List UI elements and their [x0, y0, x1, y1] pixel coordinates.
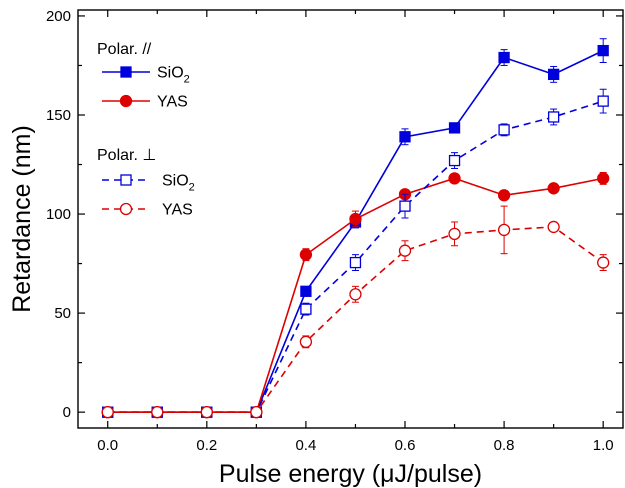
data-point	[349, 288, 362, 301]
data-point	[101, 406, 114, 419]
data-point	[597, 256, 610, 269]
data-point	[151, 406, 164, 419]
legend-label-subscript: 2	[189, 182, 195, 194]
legend-marker	[119, 94, 133, 108]
data-point	[300, 303, 312, 315]
data-point	[547, 111, 560, 123]
data-point	[300, 285, 312, 297]
data-point	[498, 124, 510, 136]
data-point	[498, 51, 510, 64]
x-tick-label: 0.2	[196, 437, 217, 454]
data-point	[448, 227, 461, 241]
data-point	[200, 406, 213, 419]
plot-frame	[77, 9, 624, 429]
legend-label-subscript: 2	[184, 74, 190, 86]
legend-marker	[119, 202, 133, 216]
data-point	[497, 223, 511, 237]
x-tick-label: 0.4	[295, 437, 316, 454]
data-point	[448, 122, 461, 134]
data-point	[349, 256, 362, 269]
legend-marker	[120, 174, 132, 186]
x-tick-label: 1.0	[593, 437, 614, 454]
data-point	[250, 406, 263, 419]
data-point	[299, 335, 313, 348]
legend-item: SiO2	[102, 173, 195, 194]
series-parallel-yas	[101, 171, 610, 419]
legend-item: SiO2	[102, 65, 190, 86]
data-point	[448, 172, 461, 185]
legend-label: YAS	[162, 202, 193, 219]
data-point	[597, 44, 609, 57]
y-axis-label: Retardance (nm)	[8, 125, 36, 313]
x-axis-label: Pulse energy (μJ/pulse)	[219, 460, 482, 488]
legend-label: YAS	[157, 94, 188, 111]
data-point	[597, 95, 609, 107]
legend-title-perpendicular: Polar. ⊥	[97, 147, 156, 164]
series-perpendicular-yas	[101, 205, 610, 419]
x-tick-label: 0.6	[395, 437, 416, 454]
x-tick-label: 0.8	[494, 437, 515, 454]
y-tick-label: 100	[46, 206, 71, 223]
y-tick-label: 150	[46, 107, 71, 124]
legend-label: SiO2	[157, 65, 190, 86]
x-tick-label: 0.0	[97, 437, 118, 454]
legend-item: YAS	[102, 94, 188, 111]
data-point	[398, 244, 412, 257]
data-point	[547, 182, 560, 195]
data-point	[547, 220, 560, 234]
data-point	[399, 131, 411, 143]
data-point	[597, 172, 610, 185]
y-tick-label: 0	[63, 404, 71, 421]
data-point	[547, 68, 560, 81]
legend-title-parallel: Polar. //	[97, 41, 152, 58]
data-point	[448, 154, 461, 167]
series-perpendicular-sio	[102, 88, 609, 418]
y-tick-label: 200	[46, 8, 71, 25]
legend-item: YAS	[102, 202, 193, 219]
data-point	[299, 248, 313, 261]
legend: Polar. // Polar. ⊥ SiO2 YAS SiO2 YAS	[97, 41, 195, 219]
data-point	[349, 212, 362, 226]
y-tick-label: 50	[54, 305, 71, 322]
legend-marker	[120, 66, 132, 78]
legend-label: SiO2	[162, 173, 195, 194]
data-point	[497, 189, 511, 202]
data-point	[399, 200, 411, 212]
